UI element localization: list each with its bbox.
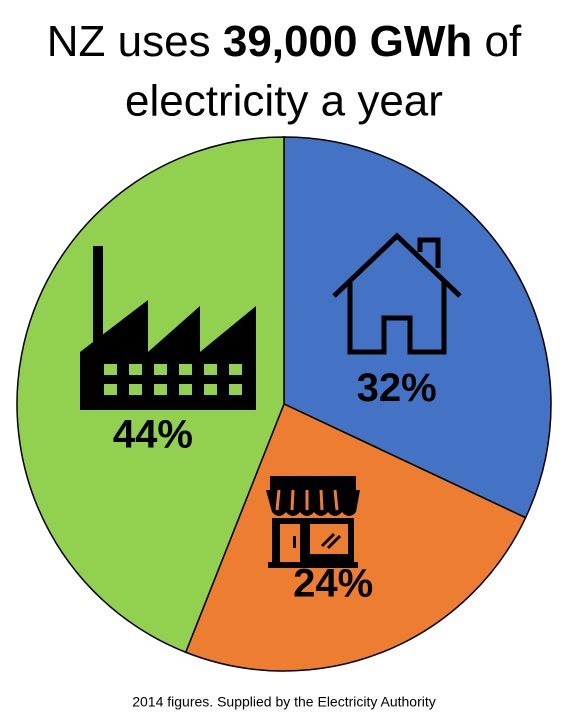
title-bold: 39,000 GWh xyxy=(223,17,472,66)
value-label: 44% xyxy=(113,413,193,457)
value-label: 32% xyxy=(357,366,437,410)
house-icon xyxy=(332,232,462,355)
title-tail: of xyxy=(485,17,522,66)
title-lead: NZ uses xyxy=(47,17,211,66)
chart-title-line2: electricity a year xyxy=(125,77,443,126)
value-label: 24% xyxy=(293,562,373,606)
pie-slice xyxy=(283,136,552,519)
shop-icon xyxy=(266,476,360,568)
pie-slice xyxy=(184,402,527,672)
footnote: 2014 figures. Supplied by the Electricit… xyxy=(132,694,436,710)
chart-title-line1: NZ uses 39,000 GWh of xyxy=(47,17,522,66)
factory-icon xyxy=(80,246,256,410)
